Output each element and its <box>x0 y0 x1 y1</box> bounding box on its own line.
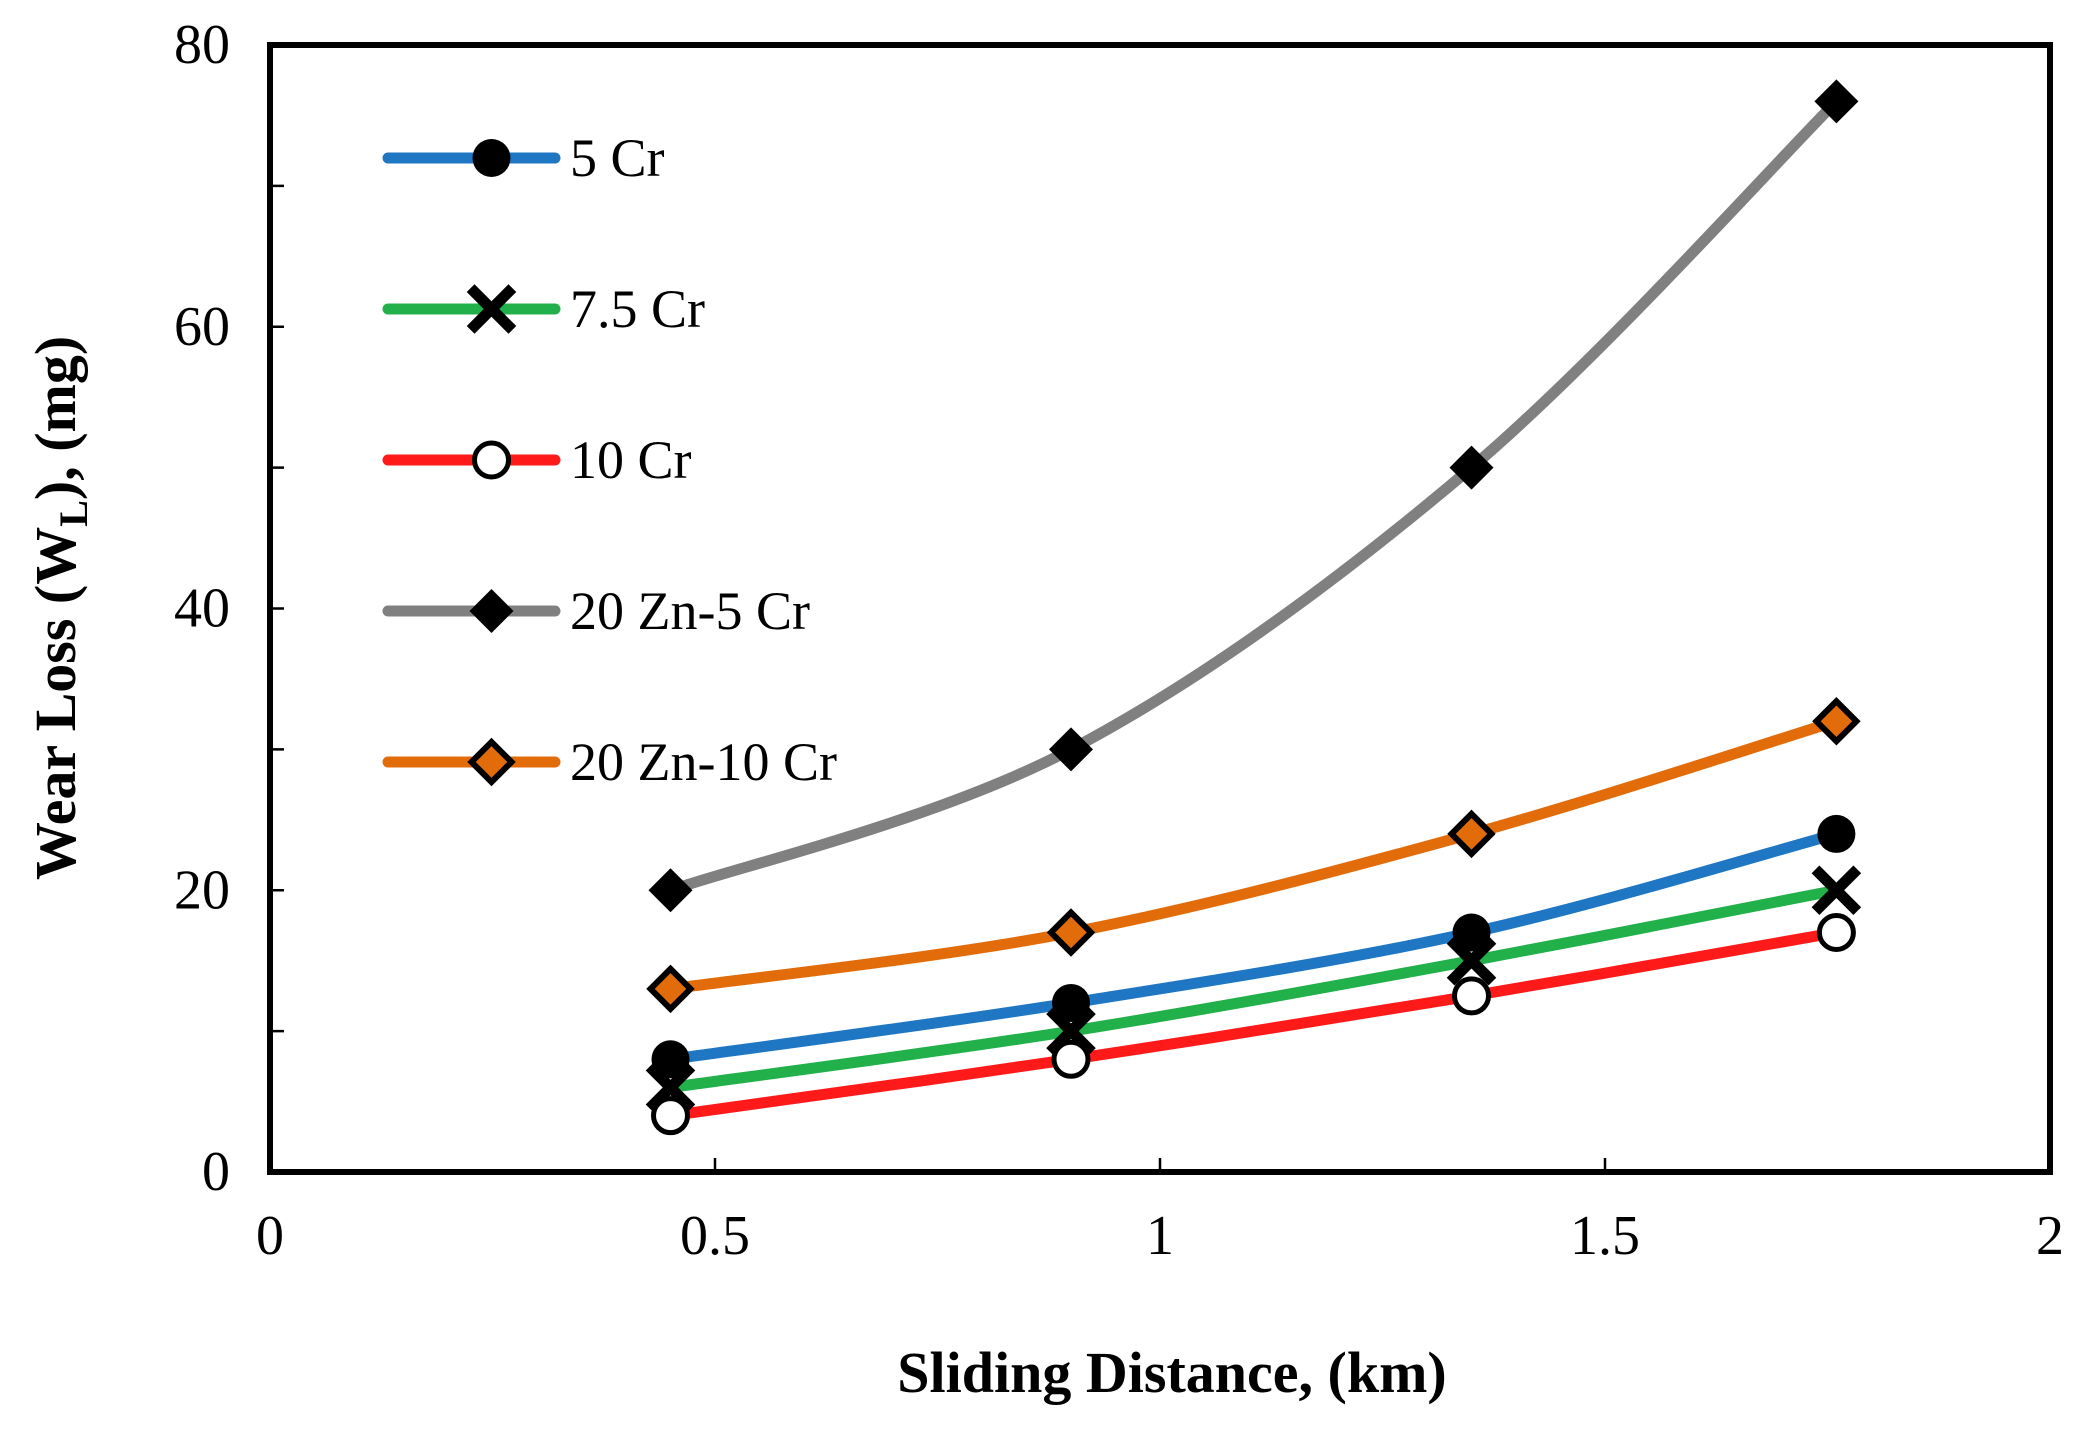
y-axis-title-subscript: L <box>51 500 96 527</box>
legend-label-0: 5 Cr <box>570 128 665 188</box>
legend-marker-1 <box>466 284 517 334</box>
y-tick-labels: 0 20 40 60 80 <box>174 14 230 1203</box>
legend-marker-4 <box>467 737 516 787</box>
series-line-2 <box>665 927 1842 1122</box>
data-point-3-1 <box>1049 727 1093 772</box>
y-axis-title: Wear Loss (WL), (mg) <box>23 336 96 880</box>
data-point-2-0 <box>651 1096 690 1136</box>
axis-ticks <box>270 184 1607 1172</box>
data-point-4-1 <box>1046 908 1096 957</box>
y-tick-label: 40 <box>174 578 230 640</box>
x-tick-labels: 0 0.5 1 1.5 2 <box>256 1205 2064 1267</box>
legend-marker-2 <box>472 440 511 480</box>
series-lines <box>665 95 1842 1122</box>
x-tick-label: 1.5 <box>1570 1205 1640 1267</box>
data-point-1-2 <box>1446 935 1497 986</box>
x-tick-label: 2 <box>2036 1205 2064 1267</box>
y-tick-label: 20 <box>174 859 230 921</box>
legend-label-3: 20 Zn-5 Cr <box>570 581 810 641</box>
legend-label-4: 20 Zn-10 Cr <box>570 732 837 792</box>
legend-label-1: 7.5 Cr <box>570 279 705 339</box>
y-axis-title-suffix: ), (mg) <box>23 336 88 500</box>
data-point-1-3 <box>1811 865 1862 916</box>
x-tick-label: 0.5 <box>680 1205 750 1267</box>
x-tick-label: 0 <box>256 1205 284 1267</box>
legend-label-2: 10 Cr <box>570 430 692 490</box>
data-point-4-3 <box>1812 696 1861 746</box>
data-point-3-3 <box>1814 79 1859 124</box>
series-markers <box>645 79 1862 1136</box>
legend-marker-3 <box>469 589 514 633</box>
data-point-3-2 <box>1449 445 1494 490</box>
y-tick-label: 80 <box>174 14 230 76</box>
data-point-2-1 <box>1051 1039 1091 1079</box>
series-line-4 <box>665 715 1842 995</box>
data-point-0-1 <box>1052 983 1090 1022</box>
x-axis-title: Sliding Distance, (km) <box>897 1340 1446 1405</box>
legend: 5 Cr 7.5 Cr 10 Cr 20 Zn-5 Cr 20 Zn-10 Cr <box>382 128 837 792</box>
data-point-0-3 <box>1817 814 1856 853</box>
y-tick-label: 60 <box>174 296 230 358</box>
data-point-1-0 <box>645 1062 696 1113</box>
y-tick-label: 0 <box>202 1141 230 1203</box>
data-point-4-2 <box>1447 809 1496 859</box>
data-point-2-3 <box>1816 913 1856 953</box>
data-point-0-2 <box>1452 913 1491 952</box>
data-point-2-2 <box>1452 976 1491 1016</box>
series-line-1 <box>665 884 1842 1093</box>
data-point-1-1 <box>1046 1006 1096 1056</box>
x-tick-label: 1 <box>1146 1205 1174 1267</box>
data-point-0-0 <box>651 1040 690 1079</box>
series-line-3 <box>665 95 1842 896</box>
y-axis-title-prefix: Wear Loss (W <box>23 527 88 880</box>
series-line-0 <box>665 828 1842 1065</box>
legend-marker-0 <box>472 139 511 177</box>
data-point-3-0 <box>648 868 693 913</box>
data-point-4-0 <box>646 964 695 1014</box>
